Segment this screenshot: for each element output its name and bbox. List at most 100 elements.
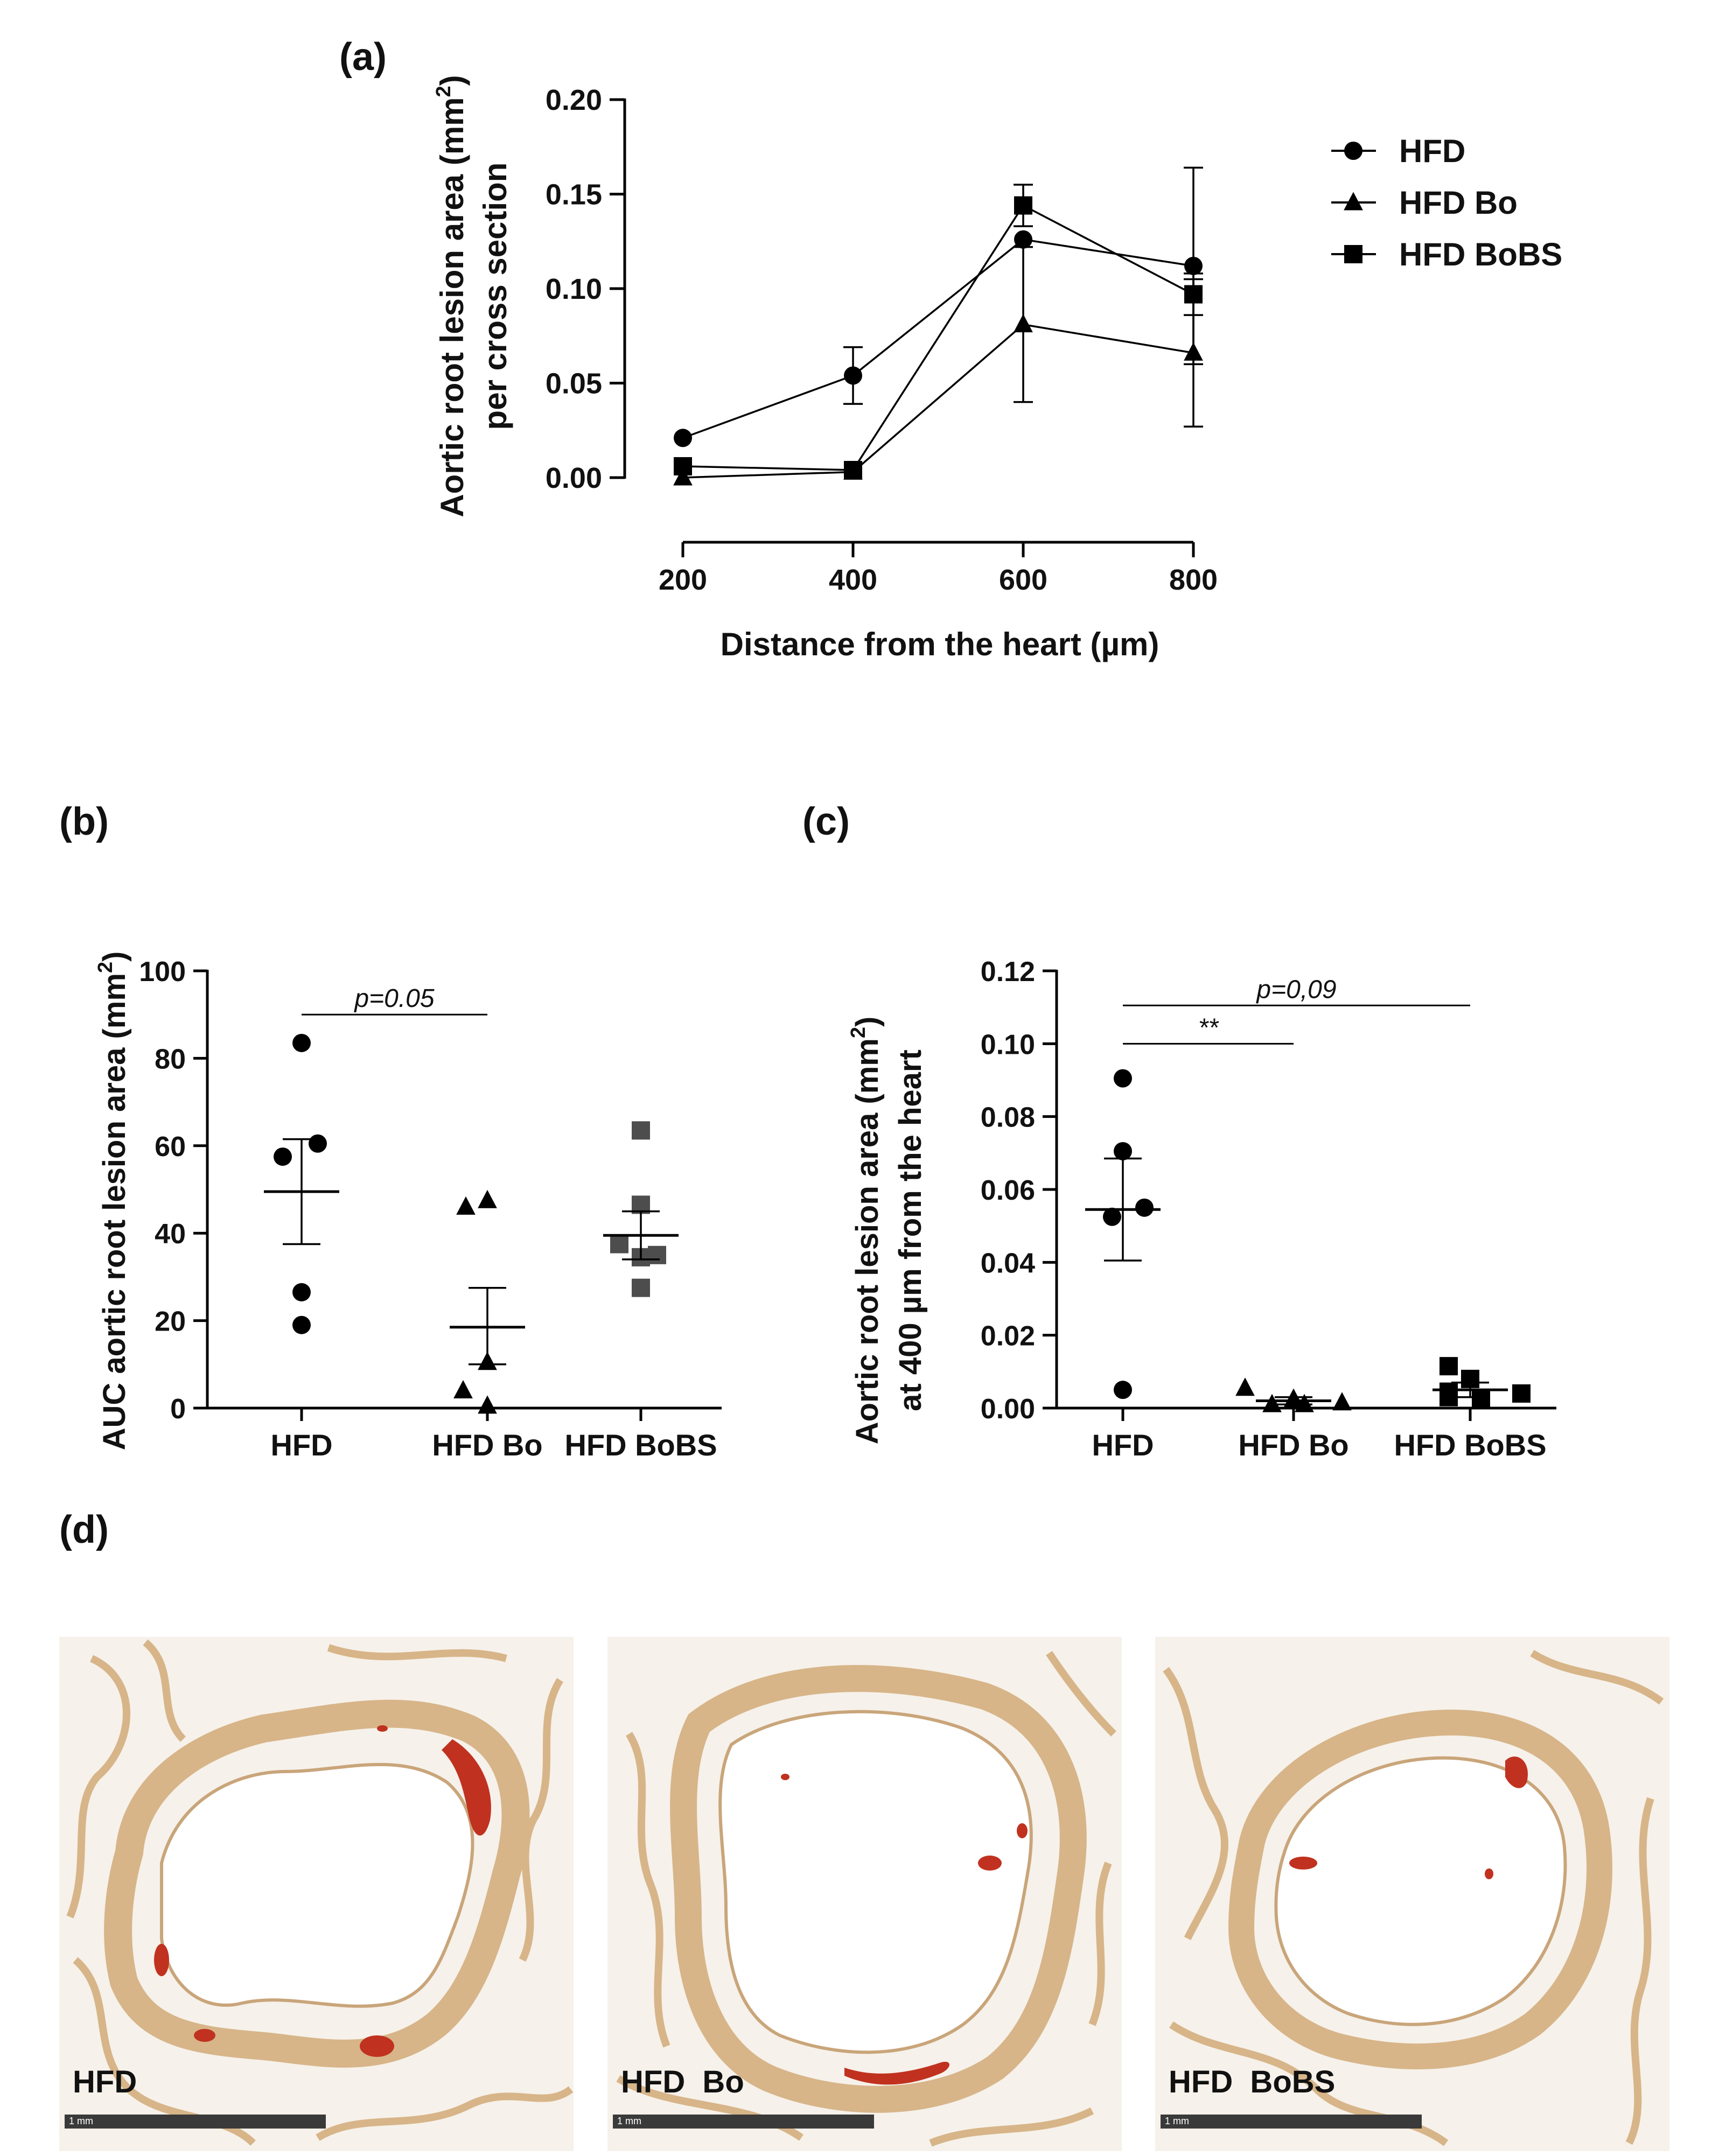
y-tick-label: 0.08 <box>981 1102 1035 1133</box>
data-point <box>456 1196 476 1215</box>
y-tick-label: 100 <box>139 956 186 988</box>
data-point <box>673 467 693 486</box>
y-tick-label: 0.00 <box>546 462 602 494</box>
data-point <box>309 1134 327 1153</box>
significance-label: p=0.05 <box>353 984 434 1013</box>
y-tick-label: 0.02 <box>981 1321 1035 1352</box>
y-tick-label: 0.12 <box>981 956 1035 988</box>
legend-marker <box>1344 245 1362 263</box>
data-point <box>292 1315 311 1334</box>
data-point <box>1114 1381 1132 1399</box>
histology-panel-hfd-bo: HFD Bo 1 mm <box>607 1637 1122 2151</box>
significance-annotations: p=0.05 <box>302 984 487 1016</box>
data-point <box>453 1380 473 1398</box>
legend-label: HFD BoBS <box>1399 236 1562 272</box>
data-point <box>1135 1198 1154 1217</box>
x-axis: HFD HFD Bo HFD BoBS <box>1057 1406 1556 1462</box>
histology-label: HFD <box>73 2064 137 2099</box>
x-axis-label: Distance from the heart (µm) <box>721 626 1159 662</box>
data-point <box>1114 1069 1132 1088</box>
significance-annotations: ** p=0,09 <box>1123 975 1470 1045</box>
data-point <box>292 1283 311 1301</box>
series-line <box>682 323 1194 479</box>
aortic-lumen <box>160 1762 474 2008</box>
histology-panel-hfd-bobs: HFD BoBS 1 mm <box>1155 1637 1669 2151</box>
stained-lesions <box>781 1774 1028 2085</box>
aortic-wall <box>670 1665 1087 2113</box>
data-point <box>1014 230 1032 249</box>
data-points-group <box>264 1033 679 1414</box>
scatter-chart-b: 0 20 40 60 80 100 HFD HFD Bo HFD BoBS p=0.05 AU… <box>94 951 722 1462</box>
y-tick-label: 0.00 <box>981 1394 1035 1425</box>
group-hfd <box>1085 1069 1161 1399</box>
data-point <box>478 1189 497 1208</box>
x-axis: HFD HFD Bo HFD BoBS <box>207 1406 722 1462</box>
series-hfd-bo <box>673 246 1203 486</box>
x-axis: 200 400 600 800 <box>659 541 1218 596</box>
panel-label-b: (b) <box>59 800 109 843</box>
y-tick-label: 60 <box>155 1131 186 1163</box>
panel-label-d: (d) <box>59 1508 109 1551</box>
group-hfd-bobs <box>1433 1357 1531 1409</box>
data-point <box>1440 1357 1458 1376</box>
data-point <box>1295 1394 1314 1412</box>
legend-label: HFD <box>1399 133 1465 169</box>
y-tick-label: 0.20 <box>546 84 602 116</box>
data-point <box>1184 285 1203 304</box>
data-point <box>292 1033 311 1052</box>
data-point <box>1262 1394 1282 1412</box>
y-axis-label-line1: Aortic root lesion area (mm2) <box>432 75 470 517</box>
group-hfd-bobs <box>603 1121 679 1297</box>
y-axis: 0.00 0.02 0.04 0.06 0.08 0.10 0.12 <box>981 956 1058 1425</box>
y-axis: 0.00 0.05 0.10 0.15 0.20 <box>546 84 626 494</box>
aortic-wall <box>1228 1710 1612 2070</box>
data-point <box>1472 1390 1490 1409</box>
legend-marker <box>1344 142 1362 160</box>
data-point <box>1332 1392 1352 1411</box>
data-points-group <box>1085 1069 1531 1412</box>
line-chart-a: 0.00 0.05 0.10 0.15 0.20 200 400 600 800 Distan… <box>432 75 1562 662</box>
y-axis-label-line2: at 400 µm from the heart <box>893 1049 928 1411</box>
data-point <box>478 1395 497 1414</box>
aortic-wall <box>104 1699 530 2068</box>
y-axis-label-line1: Aortic root lesion area (mm2) <box>847 1017 885 1445</box>
data-point <box>1014 196 1032 215</box>
stained-lesions <box>1289 1756 1528 1879</box>
y-tick-label: 20 <box>155 1306 186 1338</box>
y-axis-label-line2: per cross section <box>477 163 513 430</box>
histology-label: HFD BoBS <box>1169 2064 1336 2099</box>
y-tick-label: 0.06 <box>981 1175 1035 1206</box>
scale-bar: 1 mm <box>65 2115 326 2129</box>
data-point <box>632 1121 650 1140</box>
y-tick-label: 40 <box>155 1219 186 1250</box>
y-tick-label: 80 <box>155 1044 186 1075</box>
stained-lesions <box>154 1725 491 2057</box>
series-hfd-bobs <box>674 184 1203 479</box>
x-tick-label: 800 <box>1169 564 1218 596</box>
y-axis: 0 20 40 60 80 100 <box>139 956 209 1425</box>
panel-label-c: (c) <box>802 800 850 843</box>
y-tick-label: 0.15 <box>546 179 602 211</box>
significance-label: ** <box>1198 1013 1219 1042</box>
y-tick-label: 0 <box>170 1394 186 1425</box>
data-point <box>1512 1384 1531 1403</box>
data-point <box>844 366 862 385</box>
data-point <box>648 1245 666 1264</box>
data-point <box>610 1235 628 1254</box>
y-axis-label: AUC aortic root lesion area (mm2) <box>94 951 132 1451</box>
data-point <box>1114 1142 1132 1160</box>
data-point <box>674 429 692 447</box>
legend-marker <box>1344 192 1363 211</box>
x-tick-label: HFD Bo <box>1238 1428 1348 1462</box>
data-point <box>1014 314 1033 333</box>
y-tick-label: 0.05 <box>546 368 602 400</box>
scale-bar-label: 1 mm <box>617 2116 641 2126</box>
data-point <box>674 457 692 475</box>
x-tick-label: HFD BoBS <box>564 1428 717 1462</box>
group-hfd <box>264 1033 339 1334</box>
series-line <box>682 238 1194 439</box>
x-tick-label: HFD BoBS <box>1394 1428 1546 1462</box>
scale-bar-label: 1 mm <box>1165 2116 1189 2126</box>
series-line <box>682 204 1194 471</box>
